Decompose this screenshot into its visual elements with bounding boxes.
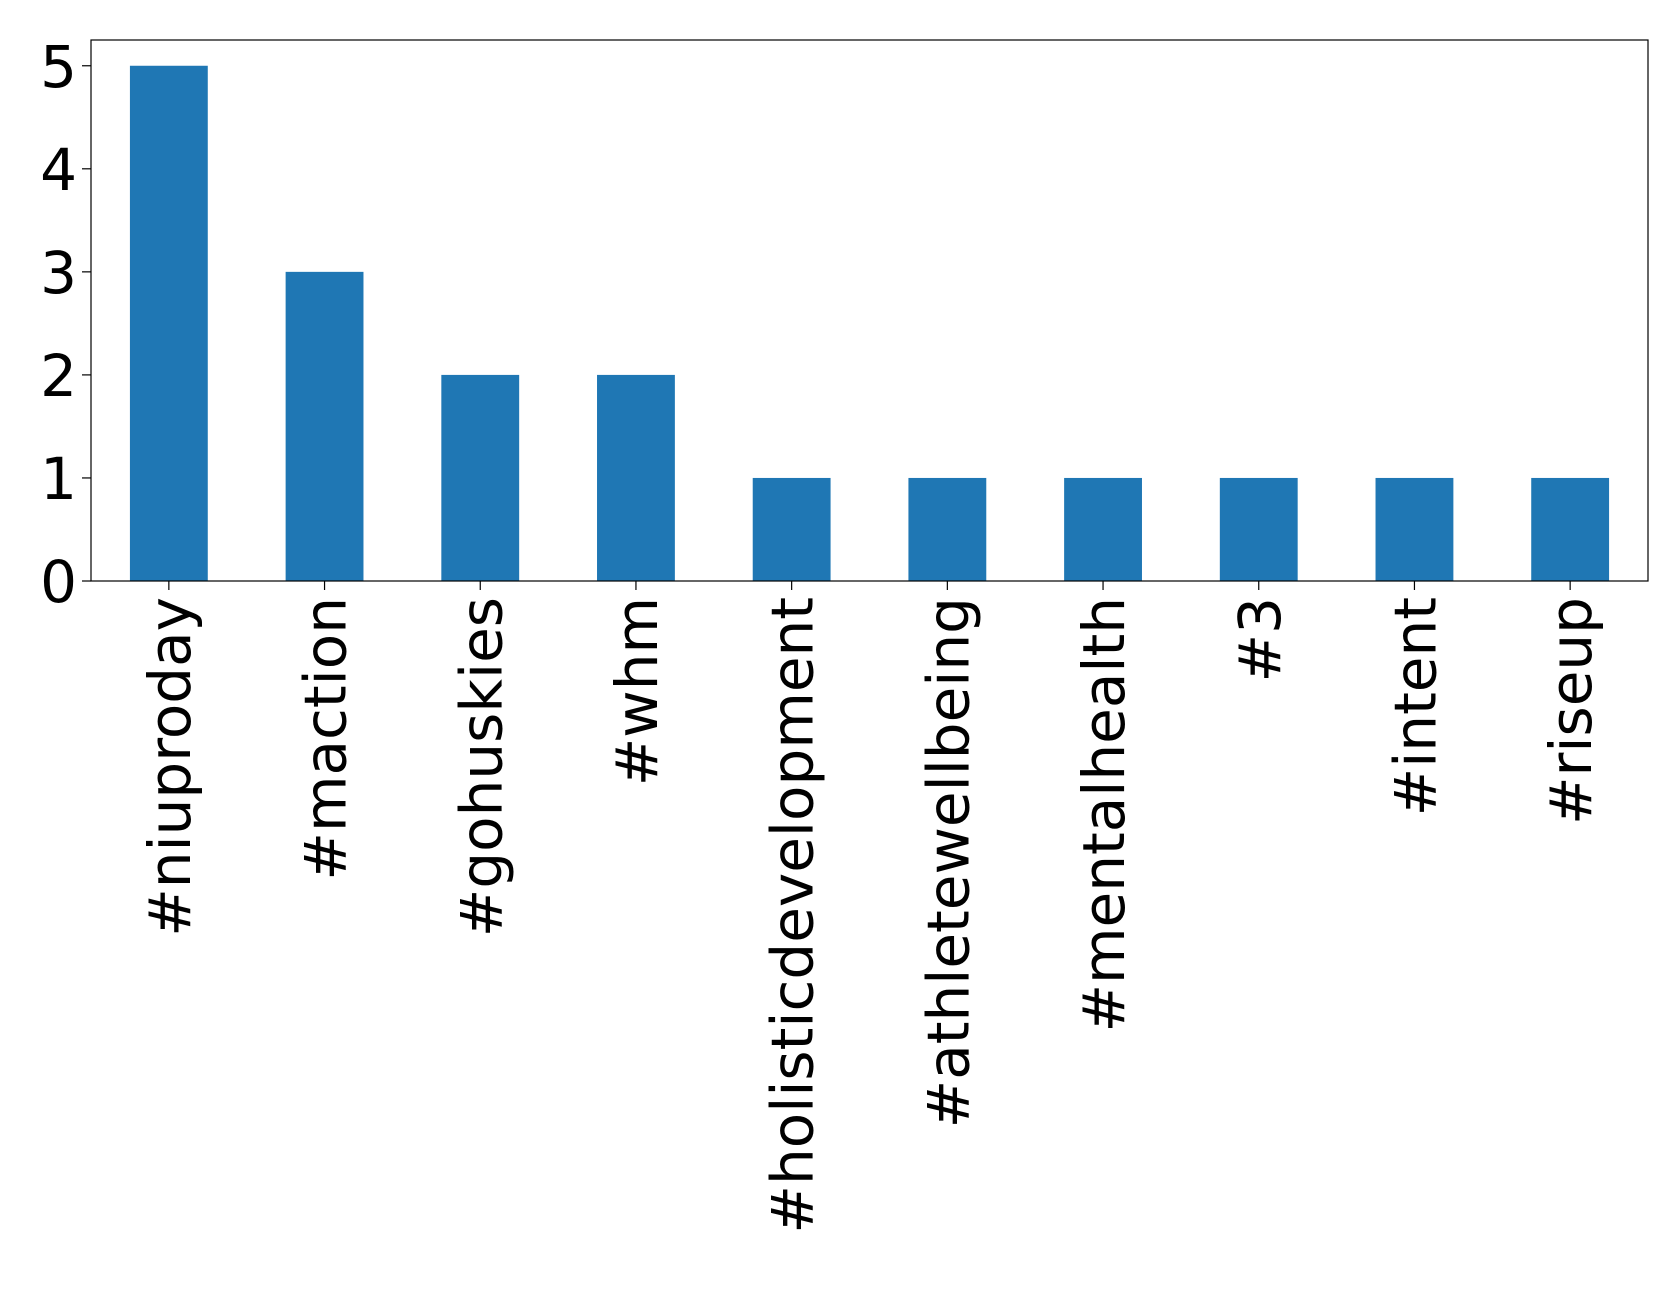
x-tick-label: #niuproday (136, 597, 204, 937)
y-tick-label: 0 (40, 548, 77, 616)
bar (1375, 477, 1454, 581)
x-tick-label: #holisticdevelopment (759, 597, 827, 1234)
x-tick-label: #gohuskies (447, 597, 515, 937)
y-tick-label: 3 (40, 239, 77, 307)
plot-frame (90, 39, 1649, 582)
x-tick-label: #maction (292, 597, 360, 881)
bar (597, 374, 675, 581)
bar (441, 374, 520, 581)
bar (1531, 477, 1610, 581)
x-tick-label: #3 (1226, 597, 1294, 683)
y-tick-label: 2 (40, 342, 77, 410)
x-tick-label: #mentalhealth (1070, 597, 1138, 1033)
y-tick-label: 1 (40, 445, 77, 513)
x-tick-label: #riseup (1537, 597, 1605, 825)
bar (1219, 477, 1298, 581)
y-tick-label: 4 (40, 136, 77, 204)
bar (129, 65, 208, 581)
x-tick-label: #intent (1381, 597, 1449, 816)
bar (1064, 477, 1142, 581)
bar (285, 271, 364, 581)
y-tick-label: 5 (40, 33, 77, 101)
bar (752, 477, 831, 581)
x-tick-label: #athletewellbeing (914, 597, 982, 1128)
bar (908, 477, 987, 581)
x-tick-label: #whm (603, 597, 671, 786)
